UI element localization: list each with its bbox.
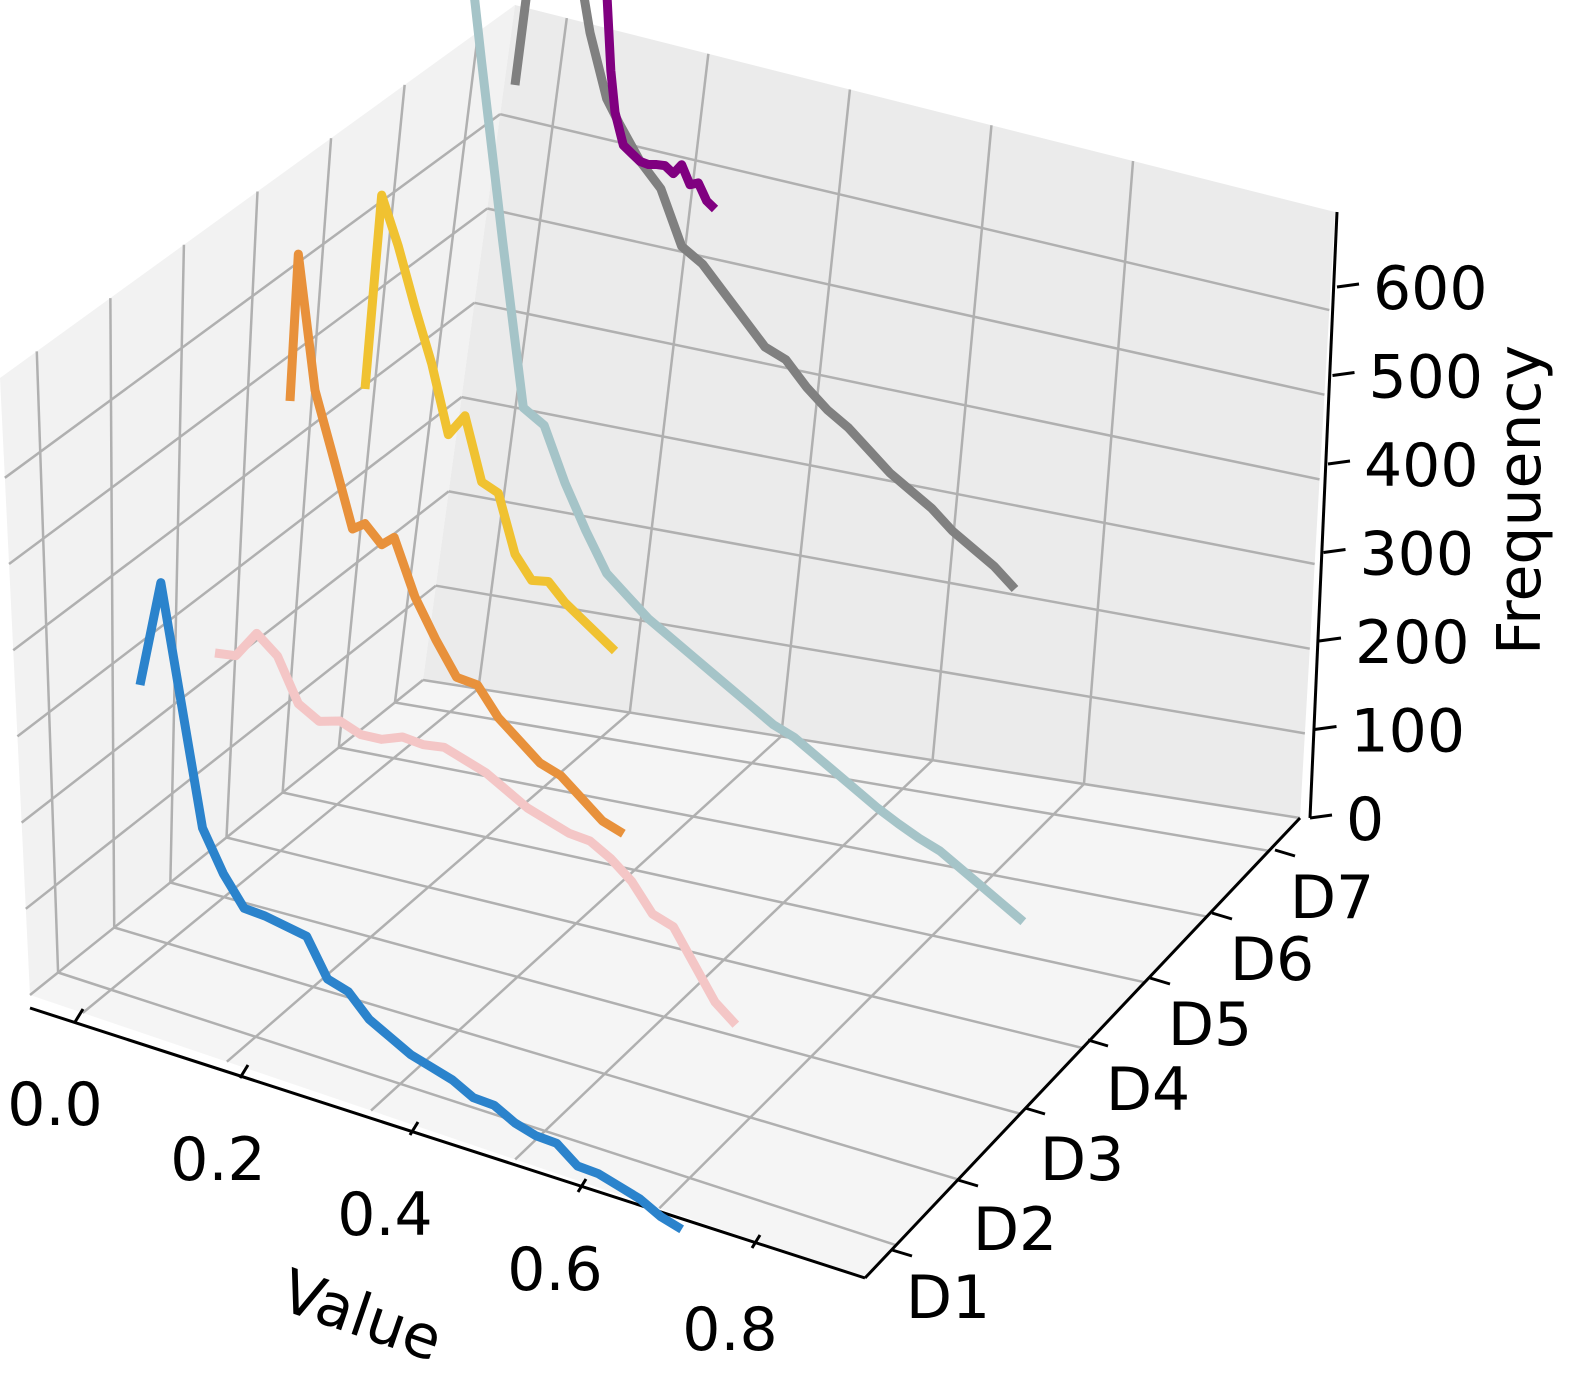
back-gridline-x: [931, 125, 993, 761]
back-gridline-z: [461, 395, 1315, 566]
left-gridline-z: [25, 584, 437, 910]
floor-gridline-y: [113, 926, 959, 1181]
x-tick-label: 0.6: [507, 1235, 602, 1305]
left-gridline-z: [16, 396, 463, 738]
z-tick-label: 100: [1351, 697, 1466, 767]
tick-mark: [957, 1178, 979, 1188]
y-tick-label-d2: D2: [973, 1195, 1057, 1265]
y-axis-line: [863, 816, 1302, 1280]
series-line-d2: [214, 628, 740, 1028]
z-axis-label: Frequency: [1485, 345, 1555, 655]
axes-lines: [29, 211, 1339, 1280]
back-gridline-x: [628, 53, 710, 713]
back-gridline-x: [477, 17, 569, 689]
series-line-d4: [360, 190, 619, 655]
back-gridline-x: [779, 89, 852, 737]
tick-mark: [1309, 813, 1333, 820]
left-gridline-y: [109, 298, 116, 928]
back-gridline-z: [474, 301, 1320, 481]
tick-mark: [1323, 548, 1346, 554]
back-gridline-x: [1082, 160, 1135, 785]
y-tick-label-d7: D7: [1290, 863, 1374, 933]
tick-mark: [1211, 911, 1233, 921]
z-tick-label: 200: [1355, 608, 1470, 678]
left-gridline-y: [35, 351, 60, 973]
y-tick-label-d4: D4: [1106, 1055, 1190, 1125]
tick-mark: [1318, 636, 1342, 643]
axis-panes: [0, 5, 1335, 1278]
series-line-d7: [602, 0, 719, 213]
series-line-d1: [135, 578, 685, 1234]
left-gridline-y: [225, 191, 259, 838]
tick-mark: [73, 1008, 85, 1023]
tick-mark: [891, 1248, 913, 1258]
tick-mark: [576, 1178, 588, 1193]
left-gridline-y: [169, 244, 186, 883]
floor-gridline-y: [282, 791, 1145, 984]
back-gridline-z: [486, 207, 1325, 396]
tick-mark: [1314, 725, 1337, 731]
series-line-d3: [285, 249, 626, 838]
left-gridline-z: [12, 301, 476, 652]
tick-mark: [408, 1121, 420, 1136]
z-tick-label: 0: [1346, 785, 1384, 855]
back-gridline-z: [499, 112, 1330, 312]
tick-mark: [238, 1064, 250, 1079]
tick-mark: [750, 1234, 762, 1249]
z-axis-line: [1308, 211, 1339, 819]
floor-gridline-y: [57, 971, 897, 1247]
left-gridline-y: [337, 84, 406, 748]
back-pane: [423, 5, 1335, 818]
tick-mark: [1149, 976, 1171, 986]
x-tick-label: 0.4: [337, 1180, 432, 1250]
floor-pane: [30, 680, 1300, 1278]
back-gridline-z: [435, 584, 1306, 735]
tick-mark: [1336, 282, 1360, 289]
x-tick-label: 0.8: [682, 1295, 777, 1365]
x-axis-line: [29, 1006, 866, 1280]
tick-mark: [1274, 848, 1296, 858]
z-tick-label: 300: [1360, 520, 1475, 590]
y-tick-label-d6: D6: [1230, 925, 1314, 995]
series-line-d6: [510, 0, 1019, 593]
left-pane: [0, 5, 515, 995]
z-tick-label: 500: [1369, 343, 1484, 413]
z-tick-label: 400: [1364, 431, 1479, 501]
y-tick-label-d3: D3: [1040, 1125, 1124, 1195]
floor-gridline-y: [170, 881, 1021, 1115]
tick-mark: [1327, 459, 1351, 466]
x-axis-label: Value: [272, 1256, 451, 1373]
tick-mark: [1332, 371, 1355, 377]
floor-gridline-y: [394, 701, 1270, 853]
back-gridline-z: [422, 678, 1301, 820]
z-tick-label: 600: [1373, 254, 1488, 324]
y-tick-label-d5: D5: [1168, 990, 1252, 1060]
back-gridline-z: [448, 490, 1311, 650]
y-tick-label-d1: D1: [906, 1263, 990, 1333]
floor-gridline-y: [226, 836, 1083, 1050]
tick-labels: 0.0 0.2 0.4 0.6 0.8 0 100 200 300 400 500 600 D1D2D3…: [7, 254, 1487, 1365]
tick-mark: [1024, 1106, 1046, 1116]
left-gridline-z: [4, 113, 501, 479]
series-line-d5: [470, 0, 1027, 926]
x-tick-label: 0.2: [170, 1125, 265, 1195]
series-lines: [135, 0, 1027, 1234]
tick-mark: [1087, 1038, 1109, 1048]
x-tick-label: 0.0: [7, 1070, 102, 1140]
